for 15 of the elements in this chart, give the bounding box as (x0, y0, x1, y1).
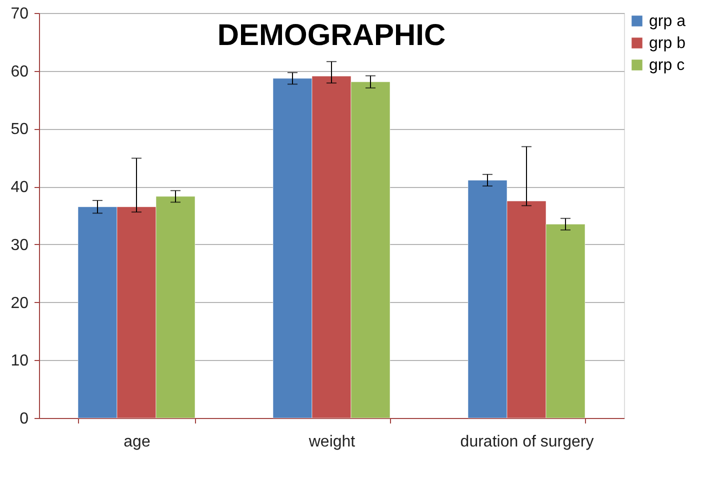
x-tick-label: weight (308, 434, 356, 450)
y-tick-label: 50 (10, 121, 29, 138)
legend-label: grp a (649, 13, 686, 30)
y-tick-label: 70 (10, 6, 29, 22)
y-tick-label: 60 (10, 63, 29, 80)
x-tick-label: duration of surgery (460, 434, 594, 450)
chart-title: DEMOGRAPHIC (217, 19, 446, 52)
legend-label: grp c (649, 57, 685, 74)
y-tick-label: 20 (10, 294, 29, 312)
y-tick-label: 10 (10, 352, 29, 370)
y-tick-label: 40 (10, 179, 29, 196)
y-tick-label: 30 (10, 236, 29, 254)
x-tick-label: age (124, 434, 150, 450)
y-tick-label: 0 (20, 410, 29, 428)
legend-label: grp b (649, 35, 686, 52)
